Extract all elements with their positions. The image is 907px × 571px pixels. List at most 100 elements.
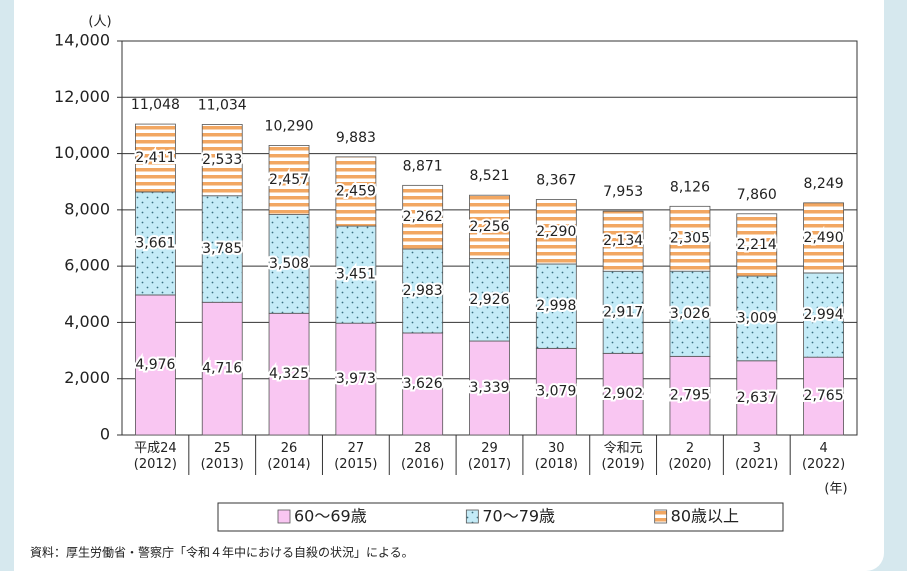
x-tick-label: 3 (2021) [735,441,779,472]
segment-label: 3,026 [670,306,710,322]
total-label: 7,860 [737,187,777,203]
segment-label: 2,262 [403,209,443,225]
segment-label: 2,994 [804,307,844,323]
total-label: 11,034 [198,97,247,113]
bar-segment [335,156,377,227]
bar-segment [268,214,310,314]
bar-segment [669,355,711,436]
segment-label: 2,459 [336,183,376,199]
x-unit: (年) [824,482,847,497]
x-tick-label: 28 (2016) [401,441,445,472]
segment-label: 2,490 [804,230,844,246]
x-tick-label: 平成24 (2012) [133,441,178,472]
segment-label: 2,305 [670,231,710,247]
segment-label: 2,795 [670,388,710,404]
y-tick-label: 0 [100,425,110,444]
bar-segment [201,124,243,197]
bar-segment [135,294,176,436]
legend-label: 80歳以上 [671,507,739,526]
bar-segment [535,199,577,265]
y-tick-label: 2,000 [64,368,110,387]
segment-label: 3,009 [737,310,777,326]
bar-segment [803,202,844,274]
total-label: 8,521 [469,168,509,184]
bar-segment [201,195,243,303]
bar-segment [335,322,377,436]
legend-swatch [277,509,291,524]
legend-label: 60～69歳 [294,507,367,526]
legend-label: 70～79歳 [482,507,555,526]
bar-segment [535,347,577,436]
segment-label: 2,533 [202,152,242,168]
segment-label: 4,716 [202,361,242,377]
x-tick-label: 26 (2014) [267,441,311,472]
bar-segment [335,225,377,324]
x-tick-label: 2 (2020) [668,441,712,472]
bar-segment [602,210,644,272]
y-tick-label: 14,000 [54,31,110,50]
bar-segment [669,270,711,357]
bar-segment [135,123,176,193]
segment-label: 3,079 [536,384,576,400]
total-label: 8,249 [804,176,844,192]
segment-label: 4,976 [135,357,175,373]
bar-segment [201,301,243,436]
segment-label: 2,411 [135,150,175,166]
segment-label: 3,451 [336,267,376,283]
segment-label: 2,902 [603,386,643,402]
legend-swatch [465,509,479,524]
legend-swatch [654,509,668,524]
bar-segment [803,272,844,358]
bar-segment [803,356,844,436]
bar-segment [402,332,444,436]
total-label: 7,953 [603,184,643,200]
segment-label: 2,637 [737,390,777,406]
bar-segment [469,340,510,436]
bar-segment [602,352,644,436]
bar-segment [469,258,510,342]
bar-segment [268,312,310,436]
total-label: 8,367 [536,173,576,189]
segment-label: 2,457 [269,172,309,188]
x-tick-label: 25 (2013) [200,441,244,472]
y-tick-label: 6,000 [64,256,110,275]
total-label: 9,883 [336,130,376,146]
segment-label: 2,134 [603,233,643,249]
segment-label: 3,973 [336,371,376,387]
y-tick-label: 8,000 [64,199,110,218]
x-tick-label: 29 (2017) [467,441,512,472]
bar-segment [268,145,310,215]
segment-label: 2,926 [469,292,509,308]
segment-label: 2,983 [403,283,443,299]
segment-label: 2,917 [603,304,643,320]
bar-segment [736,360,778,436]
bar-segment [402,184,444,250]
segment-label: 3,661 [135,235,175,251]
y-tick-label: 10,000 [54,143,110,162]
segment-label: 2,256 [469,219,509,235]
x-tick-label: 30 (2018) [534,441,578,472]
legend-box [217,502,784,532]
segment-label: 4,325 [269,366,309,382]
y-tick-label: 12,000 [54,87,110,106]
segment-label: 2,214 [737,237,777,253]
bar-segment [669,205,711,272]
total-label: 10,290 [265,118,314,134]
bar-segment [469,194,510,260]
segment-label: 3,508 [269,256,309,272]
total-label: 8,126 [670,179,710,195]
total-label: 8,871 [403,158,443,174]
x-tick-label: 4 (2022) [801,441,846,472]
segment-label: 3,785 [202,241,242,257]
x-tick-label: 27 (2015) [334,441,378,472]
segment-label: 2,998 [536,298,576,314]
y-unit: (人) [88,15,111,30]
segment-label: 3,626 [403,376,443,392]
total-label: 11,048 [131,97,180,113]
bar-segment [135,191,176,296]
segment-label: 3,339 [469,380,509,396]
y-tick-label: 4,000 [64,312,110,331]
segment-label: 2,290 [536,224,576,240]
